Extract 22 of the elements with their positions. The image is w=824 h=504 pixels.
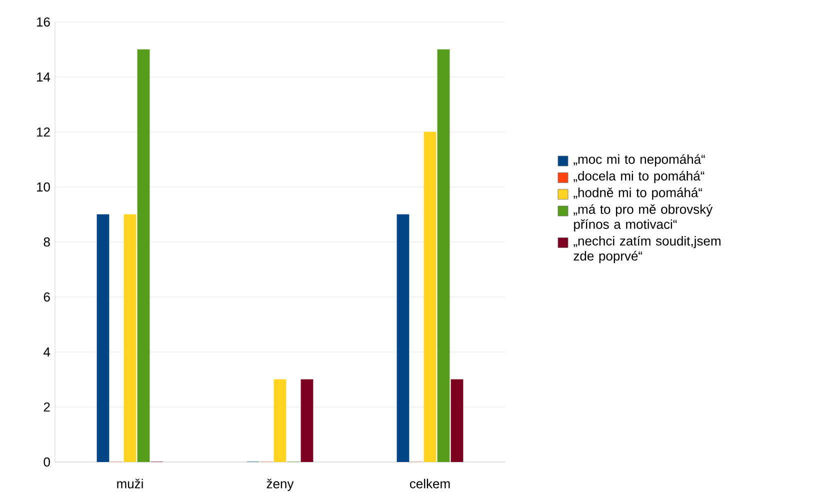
legend-label: „má to pro mě obrovský přínos a motivaci“ [574, 204, 713, 232]
y-tick-label: 12 [37, 127, 50, 137]
y-tick-label: 6 [44, 292, 50, 302]
bar [124, 214, 136, 462]
bar [424, 132, 436, 462]
y-tick-label: 14 [37, 72, 50, 82]
x-tick-label: celkem [410, 478, 450, 488]
bar [274, 379, 286, 462]
y-tick-label: 16 [37, 17, 50, 27]
x-tick-label: ženy [266, 478, 294, 491]
legend-label: „hodně mi to pomáhá“ [574, 188, 702, 200]
x-tick-label: muži [117, 478, 143, 488]
y-tick-label: 8 [44, 237, 50, 247]
legend-label: „nechci zatím soudit,jsem zde poprvé“ [574, 236, 720, 264]
y-tick-label: 0 [44, 457, 50, 467]
y-tick-label: 10 [37, 182, 50, 192]
y-tick-label: 2 [44, 402, 50, 412]
legend-label: „docela mi to pomáhá“ [574, 170, 704, 184]
bar [396, 214, 410, 462]
legend-label: „moc mi to nepomáhá“ [574, 154, 705, 166]
y-tick-label: 4 [44, 348, 50, 356]
bar [96, 214, 110, 462]
